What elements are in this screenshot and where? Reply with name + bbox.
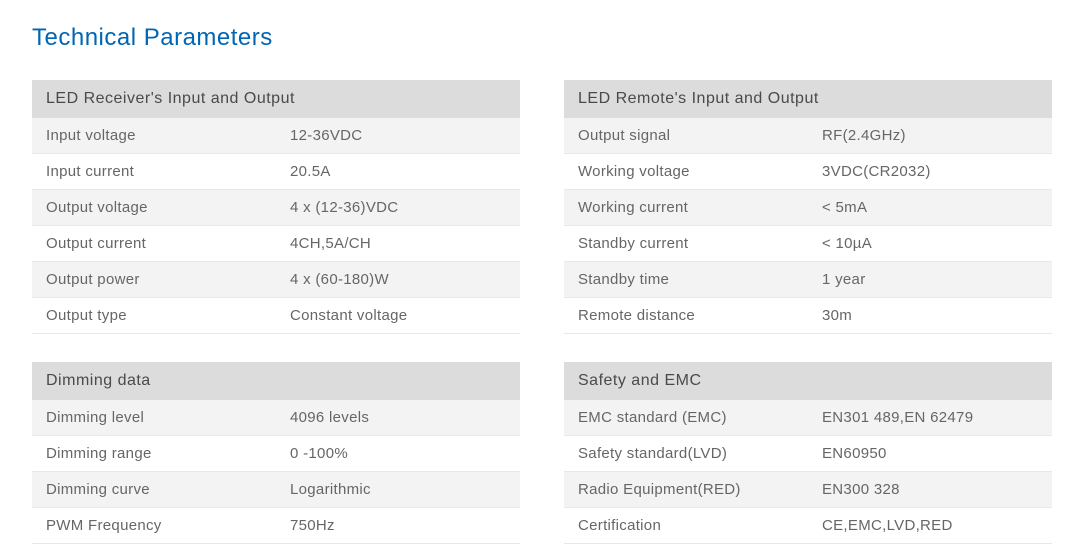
- table-row: Output typeConstant voltage: [32, 298, 520, 334]
- safety-header: Safety and EMC: [564, 362, 1052, 400]
- cell-value: Logarithmic: [276, 472, 520, 508]
- cell-label: Output signal: [564, 118, 808, 154]
- cell-label: Working current: [564, 190, 808, 226]
- table-row: Input current20.5A: [32, 154, 520, 190]
- cell-value: EN301 489,EN 62479: [808, 400, 1052, 436]
- cell-label: PWM Frequency: [32, 508, 276, 544]
- cell-label: Input current: [32, 154, 276, 190]
- cell-label: Output power: [32, 262, 276, 298]
- cell-value: EN60950: [808, 436, 1052, 472]
- table-row: Working current< 5mA: [564, 190, 1052, 226]
- cell-label: Output type: [32, 298, 276, 334]
- table-row: Dimming range0 -100%: [32, 436, 520, 472]
- cell-label: Standby time: [564, 262, 808, 298]
- cell-label: Dimming range: [32, 436, 276, 472]
- table-row: Dimming curveLogarithmic: [32, 472, 520, 508]
- cell-value: 3VDC(CR2032): [808, 154, 1052, 190]
- cell-value: 0 -100%: [276, 436, 520, 472]
- cell-value: 4CH,5A/CH: [276, 226, 520, 262]
- cell-value: Constant voltage: [276, 298, 520, 334]
- cell-value: 1 year: [808, 262, 1052, 298]
- table-row: Output voltage4 x (12-36)VDC: [32, 190, 520, 226]
- receiver-header: LED Receiver's Input and Output: [32, 80, 520, 118]
- table-row: Working voltage3VDC(CR2032): [564, 154, 1052, 190]
- cell-label: Radio Equipment(RED): [564, 472, 808, 508]
- table-row: EMC standard (EMC)EN301 489,EN 62479: [564, 400, 1052, 436]
- cell-label: Dimming level: [32, 400, 276, 436]
- remote-header: LED Remote's Input and Output: [564, 80, 1052, 118]
- table-row: Standby time1 year: [564, 262, 1052, 298]
- cell-value: CE,EMC,LVD,RED: [808, 508, 1052, 544]
- receiver-table: LED Receiver's Input and Output Input vo…: [32, 80, 520, 334]
- cell-value: 4 x (12-36)VDC: [276, 190, 520, 226]
- table-row: Remote distance30m: [564, 298, 1052, 334]
- cell-label: Output current: [32, 226, 276, 262]
- cell-label: Remote distance: [564, 298, 808, 334]
- table-row: Safety standard(LVD)EN60950: [564, 436, 1052, 472]
- cell-label: Dimming curve: [32, 472, 276, 508]
- remote-table: LED Remote's Input and Output Output sig…: [564, 80, 1052, 334]
- cell-label: Output voltage: [32, 190, 276, 226]
- table-row: Output signalRF(2.4GHz): [564, 118, 1052, 154]
- cell-value: < 10µA: [808, 226, 1052, 262]
- tables-grid: LED Receiver's Input and Output Input vo…: [32, 80, 1052, 544]
- cell-value: 12-36VDC: [276, 118, 520, 154]
- dimming-header: Dimming data: [32, 362, 520, 400]
- cell-label: Working voltage: [564, 154, 808, 190]
- cell-label: Certification: [564, 508, 808, 544]
- cell-value: EN300 328: [808, 472, 1052, 508]
- table-row: Output power4 x (60-180)W: [32, 262, 520, 298]
- cell-label: Input voltage: [32, 118, 276, 154]
- cell-value: 30m: [808, 298, 1052, 334]
- cell-value: < 5mA: [808, 190, 1052, 226]
- safety-table: Safety and EMC EMC standard (EMC)EN301 4…: [564, 362, 1052, 544]
- cell-value: 4 x (60-180)W: [276, 262, 520, 298]
- cell-value: RF(2.4GHz): [808, 118, 1052, 154]
- right-column: LED Remote's Input and Output Output sig…: [564, 80, 1052, 544]
- cell-value: 20.5A: [276, 154, 520, 190]
- table-row: Standby current< 10µA: [564, 226, 1052, 262]
- table-row: CertificationCE,EMC,LVD,RED: [564, 508, 1052, 544]
- cell-value: 4096 levels: [276, 400, 520, 436]
- left-column: LED Receiver's Input and Output Input vo…: [32, 80, 520, 544]
- cell-value: 750Hz: [276, 508, 520, 544]
- table-row: Output current4CH,5A/CH: [32, 226, 520, 262]
- table-row: Radio Equipment(RED)EN300 328: [564, 472, 1052, 508]
- dimming-table: Dimming data Dimming level4096 levels Di…: [32, 362, 520, 544]
- page-title: Technical Parameters: [32, 24, 1052, 52]
- table-row: Dimming level4096 levels: [32, 400, 520, 436]
- cell-label: Standby current: [564, 226, 808, 262]
- table-row: Input voltage12-36VDC: [32, 118, 520, 154]
- cell-label: Safety standard(LVD): [564, 436, 808, 472]
- table-row: PWM Frequency750Hz: [32, 508, 520, 544]
- cell-label: EMC standard (EMC): [564, 400, 808, 436]
